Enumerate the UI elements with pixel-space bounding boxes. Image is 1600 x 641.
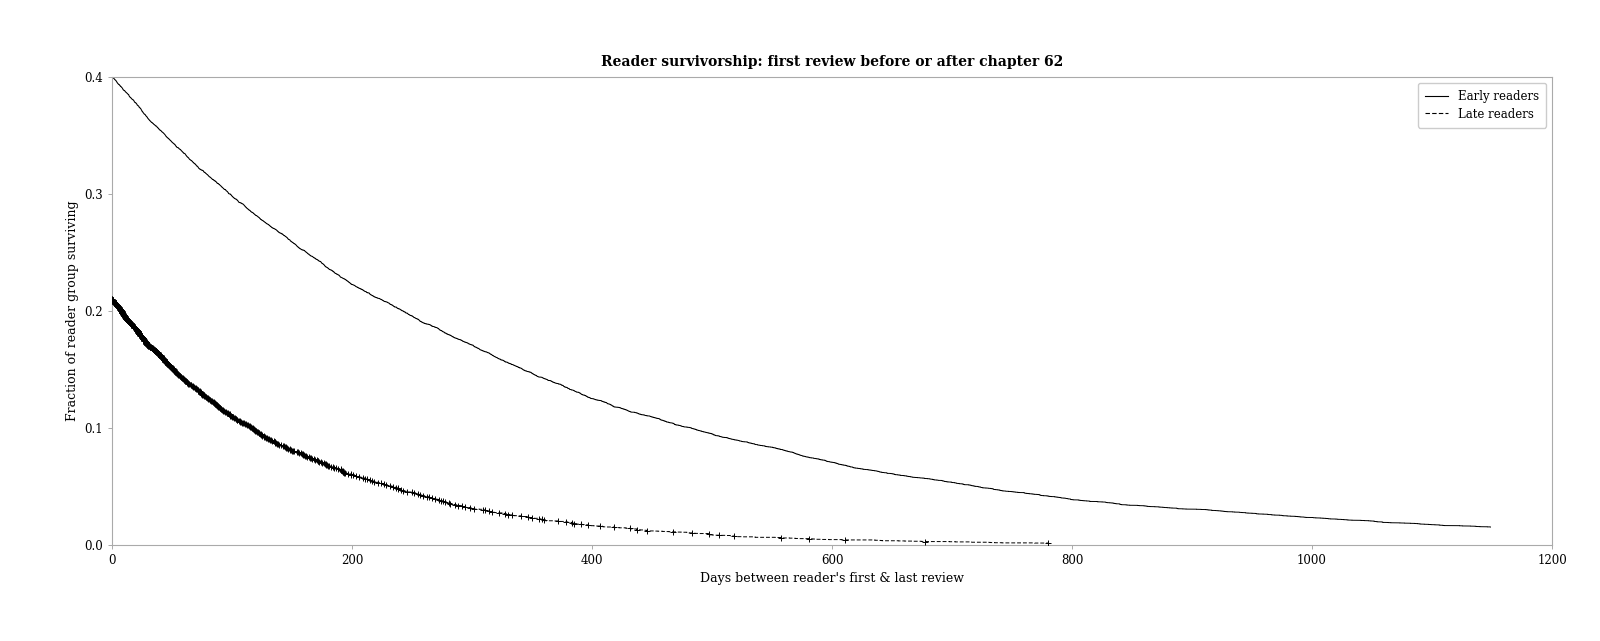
Early readers (392, 306, 411, 314)
Title: Reader survivorship: first review before or after chapter 62: Reader survivorship: first review before… (602, 55, 1062, 69)
Late readers (146, 346, 165, 354)
Early readers (102, 73, 122, 81)
Legend: Early readers, Late readers: Early readers, Late readers (1418, 83, 1546, 128)
Late readers (432, 497, 451, 505)
Early readers (1482, 523, 1501, 531)
Y-axis label: Fraction of reader group surviving: Fraction of reader group surviving (66, 201, 78, 421)
Late readers (1038, 539, 1058, 547)
Early readers (216, 187, 235, 194)
Line: Early readers: Early readers (112, 77, 1491, 527)
Late readers (106, 299, 125, 307)
Early readers (214, 185, 234, 193)
Late readers (510, 512, 530, 520)
Early readers (142, 119, 162, 127)
X-axis label: Days between reader's first & last review: Days between reader's first & last revie… (701, 572, 963, 585)
Line: Late readers: Late readers (112, 299, 1048, 543)
Late readers (141, 342, 160, 350)
Early readers (381, 300, 400, 308)
Late readers (126, 326, 146, 333)
Early readers (107, 78, 126, 86)
Late readers (102, 296, 122, 303)
